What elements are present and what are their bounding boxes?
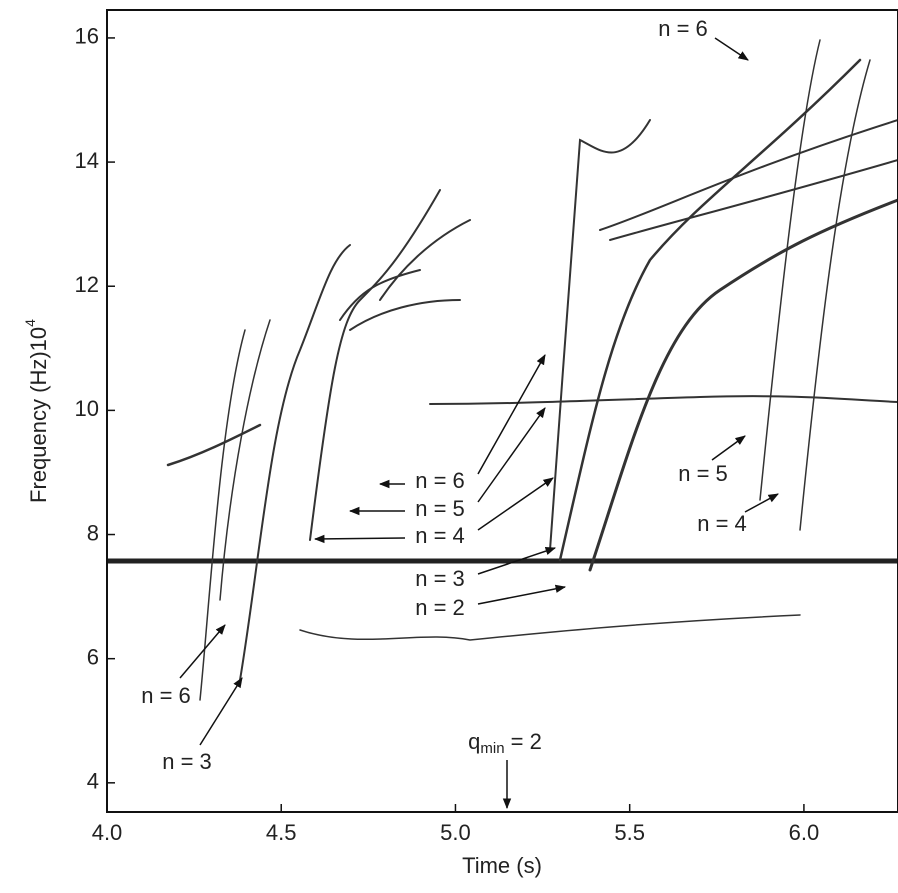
annotation-arrow [477,354,546,475]
y-axis-label-text: Frequency (Hz)10 [26,327,51,503]
qmin-annotation: qmin = 2 [468,729,542,757]
annotation-arrow [199,677,243,746]
y-tick-label: 8 [87,520,99,545]
annotation-arrow [744,493,779,513]
annotation: n = 6 [141,683,191,708]
annotation-arrow [179,624,226,679]
annotation-arrow [477,584,567,605]
y-tick-label: 14 [75,148,99,173]
annotation: n = 5 [678,461,728,486]
annotation: n = 3 [162,749,212,774]
y-tick-label: 4 [87,769,99,794]
annotation-arrow [313,534,406,544]
x-axis-label: Time (s) [462,853,542,878]
annotation: n = 2 [415,595,465,620]
annotation-arrow [477,477,554,531]
spectrogram-image [107,39,898,701]
y-tick-label: 10 [75,396,99,421]
plot-frame [106,9,898,813]
annotation: n = 4 [415,523,465,548]
annotation: n = 5 [415,496,465,521]
x-tick-label: 4.0 [92,820,123,845]
y-tick-label: 6 [87,644,99,669]
x-tick-label: 5.5 [614,820,645,845]
annotation: n = 4 [697,511,747,536]
qmin-rest: = 2 [505,729,542,754]
annotation: n = 6 [658,16,708,41]
annotation-arrow [477,547,556,575]
x-tick-label: 6.0 [789,820,820,845]
annotation: n = 6 [415,468,465,493]
qmin-main: q [468,729,480,754]
x-tick-label: 4.5 [266,820,297,845]
qmin-sub: min [480,740,504,757]
annotation-arrow [714,37,749,61]
annotation: n = 3 [415,566,465,591]
x-tick-label: 5.0 [440,820,471,845]
y-axis-label: Frequency (Hz)104 [22,319,51,503]
y-tick-label: 16 [75,24,99,49]
annotation-arrow [477,407,546,503]
y-axis-label-exponent: 4 [22,319,38,327]
y-tick-label: 12 [75,272,99,297]
annotation-arrow [711,435,746,461]
